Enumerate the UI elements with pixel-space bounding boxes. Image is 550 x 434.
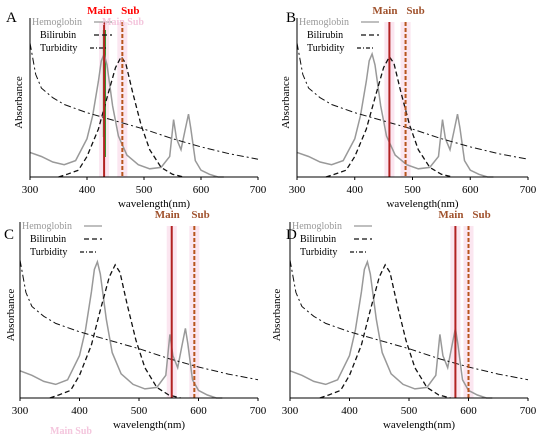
hemoglobin-curve — [289, 259, 493, 399]
legend-label-turbidity: Turbidity — [307, 43, 344, 54]
x-tick-label: 600 — [460, 405, 477, 417]
marker-label-sub: Sub — [191, 209, 209, 221]
turbidity-curve — [289, 259, 529, 381]
panel-letter: B — [286, 10, 296, 26]
marker-band-sub — [117, 22, 128, 177]
marker-label-main: Main — [372, 5, 397, 17]
panel-c: Main Sub 300 400 500 600 700 wavelength(nm) Abso… — [4, 209, 267, 434]
x-tick-label: 500 — [401, 405, 418, 417]
x-tick-label: 700 — [250, 405, 267, 417]
faint-main-sub-label: Main Sub — [102, 17, 144, 28]
bilirubin-curve — [319, 263, 451, 399]
y-axis-title: Absorbance — [280, 76, 292, 129]
x-tick-label: 700 — [520, 405, 537, 417]
bilirubin-curve — [58, 55, 185, 178]
legend-label-turbidity: Turbidity — [300, 247, 337, 258]
x-tick-label: 500 — [404, 184, 421, 196]
marker-label-sub: Sub — [472, 209, 490, 221]
panel-a: Main Sub 300 400 500 600 700 wavelength(nm) Abso… — [6, 5, 267, 210]
panel-b: Main Sub 300 400 500 600 700 wavelength(nm) Abso… — [280, 5, 537, 210]
turbidity-curve — [296, 42, 529, 160]
marker-label-main: Main — [438, 209, 463, 221]
faint-main-sub-label: Main Sub — [50, 426, 92, 434]
x-tick-label: 700 — [250, 184, 267, 196]
legend-label-hemoglobin: Hemoglobin — [22, 221, 72, 232]
x-axis-title: wavelength(nm) — [113, 419, 185, 431]
legend-label-turbidity: Turbidity — [30, 247, 67, 258]
legend-label-hemoglobin: Hemoglobin — [292, 221, 342, 232]
panel-d: Main Sub 300 400 500 600 700 wavelength(nm) Abso… — [271, 209, 537, 431]
panel-letter: C — [4, 227, 14, 243]
x-tick-label: 500 — [136, 184, 153, 196]
marker-label-main: Main — [155, 209, 180, 221]
legend-label-bilirubin: Bilirubin — [40, 30, 76, 41]
x-tick-label: 500 — [131, 405, 148, 417]
hemoglobin-curve — [296, 51, 494, 178]
marker-label-sub: Sub — [121, 5, 139, 17]
marker-band-sub — [400, 22, 411, 177]
panel-letter: A — [6, 10, 17, 26]
x-tick-label: 300 — [12, 405, 29, 417]
y-axis-title: Absorbance — [5, 289, 17, 342]
marker-label-sub: Sub — [406, 5, 424, 17]
legend-label-bilirubin: Bilirubin — [300, 234, 336, 245]
x-tick-label: 400 — [71, 405, 88, 417]
turbidity-curve — [19, 259, 259, 381]
y-axis-title: Absorbance — [13, 76, 25, 129]
legend-label-bilirubin: Bilirubin — [30, 234, 66, 245]
x-axis-title: wavelength(nm) — [386, 198, 458, 210]
marker-label-main: Main — [87, 5, 112, 17]
hemoglobin-curve — [29, 51, 224, 178]
bilirubin-curve — [49, 263, 181, 399]
x-tick-label: 400 — [347, 184, 364, 196]
x-tick-label: 600 — [462, 184, 479, 196]
x-tick-label: 400 — [341, 405, 358, 417]
hemoglobin-curve — [19, 259, 223, 399]
legend-label-hemoglobin: Hemoglobin — [299, 17, 349, 28]
x-axis-title: wavelength(nm) — [383, 419, 455, 431]
x-tick-label: 300 — [22, 184, 39, 196]
legend-label-hemoglobin: Hemoglobin — [32, 17, 82, 28]
panel-letter: D — [286, 227, 297, 243]
x-tick-label: 600 — [190, 405, 207, 417]
x-tick-label: 600 — [193, 184, 210, 196]
x-tick-label: 300 — [289, 184, 306, 196]
x-tick-label: 300 — [282, 405, 299, 417]
turbidity-curve — [29, 42, 259, 160]
legend-label-turbidity: Turbidity — [40, 43, 77, 54]
bilirubin-curve — [325, 55, 454, 178]
legend-label-bilirubin: Bilirubin — [307, 30, 343, 41]
x-tick-label: 400 — [79, 184, 96, 196]
y-axis-title: Absorbance — [271, 289, 283, 342]
x-tick-label: 700 — [520, 184, 537, 196]
x-axis-title: wavelength(nm) — [118, 198, 190, 210]
